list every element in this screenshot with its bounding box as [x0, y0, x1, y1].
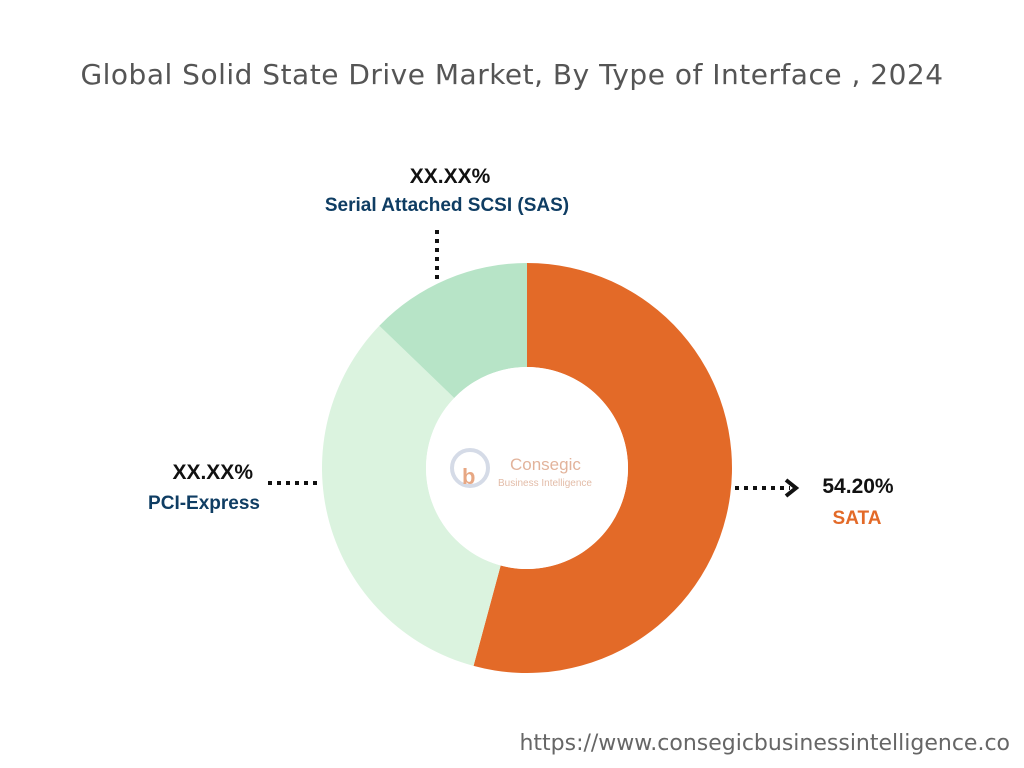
slice-serial-attached-scsi-sas — [379, 263, 527, 398]
pci-percent-label: XX.XX% — [172, 461, 253, 484]
donut-slices — [321, 263, 732, 673]
logo-name: Consegic — [510, 455, 581, 474]
sata-arrow-icon — [784, 478, 800, 498]
logo-ring-icon — [450, 448, 490, 488]
logo-subtitle: Business Intelligence — [498, 478, 592, 489]
slice-sata — [473, 263, 732, 673]
logo-b-mark: b — [462, 464, 475, 489]
chart-title: Global Solid State Drive Market, By Type… — [80, 58, 944, 91]
pci-name-label: PCI-Express — [148, 493, 260, 514]
sas-percent-label: XX.XX% — [410, 165, 491, 188]
sata-percent-label: 54.20% — [822, 475, 894, 498]
center-logo: b Consegic Business Intelligence — [450, 448, 592, 489]
source-url[interactable]: https://www.consegicbusinessintelligence… — [519, 731, 1010, 756]
slice-pci-express — [321, 325, 501, 666]
donut-hole — [426, 367, 628, 569]
sas-name-label: Serial Attached SCSI (SAS) — [325, 195, 569, 216]
sata-name-label: SATA — [833, 508, 882, 529]
